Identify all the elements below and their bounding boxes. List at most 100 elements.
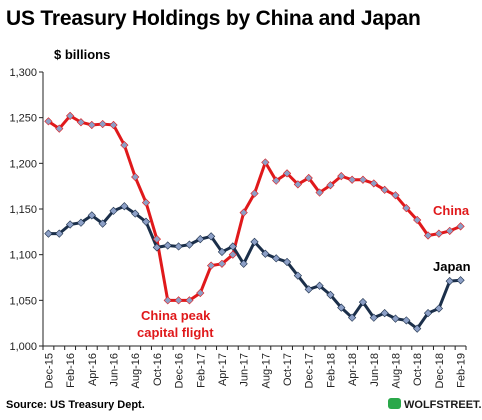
data-point-japan bbox=[326, 290, 335, 299]
watermark: WOLFSTREET.com bbox=[388, 398, 482, 411]
annotation-line-1: China peak bbox=[141, 308, 211, 323]
series-label-japan: Japan bbox=[433, 259, 471, 274]
x-tick-label: Aug-18 bbox=[391, 353, 403, 388]
data-point-japan bbox=[66, 220, 75, 229]
x-tick-label: Jun-16 bbox=[109, 353, 121, 387]
data-point-japan bbox=[293, 271, 302, 280]
data-point-japan bbox=[196, 235, 205, 244]
data-point-japan bbox=[185, 240, 194, 249]
data-point-china bbox=[423, 231, 433, 240]
x-tick-label: Feb-18 bbox=[325, 353, 337, 388]
y-tick-label: 1,100 bbox=[9, 250, 37, 262]
x-tick-label: Jun-18 bbox=[369, 353, 381, 387]
series-label-china: China bbox=[433, 203, 470, 218]
data-point-japan bbox=[445, 277, 454, 286]
data-point-japan bbox=[456, 276, 465, 285]
data-point-china bbox=[272, 176, 281, 185]
data-point-china bbox=[358, 175, 368, 184]
x-tick-label: Feb-17 bbox=[195, 353, 207, 388]
x-tick-label: Dec-17 bbox=[304, 353, 316, 388]
data-point-china bbox=[109, 120, 118, 130]
x-tick-label: Aug-16 bbox=[130, 353, 142, 388]
data-point-china bbox=[141, 198, 151, 207]
series-lines bbox=[46, 114, 463, 331]
data-point-japan bbox=[152, 243, 161, 252]
data-point-japan bbox=[282, 257, 292, 267]
data-point-japan bbox=[402, 316, 411, 325]
chart-title: US Treasury Holdings by China and Japan bbox=[6, 7, 421, 30]
data-point-china bbox=[445, 226, 454, 236]
x-tick-label: Dec-15 bbox=[43, 353, 55, 388]
data-point-japan bbox=[55, 229, 64, 238]
y-tick-label: 1,000 bbox=[9, 341, 37, 353]
data-point-japan bbox=[120, 202, 129, 211]
source-note: Source: US Treasury Dept. bbox=[6, 399, 145, 411]
x-tick-label: Feb-16 bbox=[65, 353, 77, 388]
data-point-china bbox=[337, 172, 346, 181]
data-point-china bbox=[185, 296, 194, 305]
data-point-japan bbox=[239, 259, 248, 268]
data-point-japan bbox=[358, 298, 368, 307]
data-point-china bbox=[87, 120, 96, 130]
x-tick-label: Aug-17 bbox=[260, 353, 272, 388]
watermark-text: WOLFSTREET.com bbox=[404, 399, 482, 411]
series-line-china bbox=[46, 114, 463, 302]
y-tick-label: 1,200 bbox=[9, 158, 37, 170]
data-point-japan bbox=[87, 211, 96, 220]
data-point-japan bbox=[348, 313, 357, 322]
wechat-logo-icon bbox=[388, 398, 401, 409]
data-point-japan bbox=[380, 309, 389, 318]
data-point-china bbox=[76, 118, 86, 127]
data-point-china bbox=[250, 189, 259, 198]
y-tick-label: 1,300 bbox=[9, 67, 37, 79]
data-point-japan bbox=[217, 247, 227, 257]
y-axis-unit-label: $ billions bbox=[54, 47, 111, 62]
data-point-china bbox=[293, 180, 302, 189]
data-point-china bbox=[174, 296, 183, 305]
data-point-china bbox=[315, 188, 324, 197]
data-point-china bbox=[228, 250, 237, 259]
data-point-japan bbox=[304, 285, 313, 294]
data-point-china bbox=[402, 203, 411, 213]
chart-labels: China Japan China peak capital flight bbox=[137, 203, 471, 340]
data-point-china bbox=[434, 229, 443, 238]
data-point-japan bbox=[391, 314, 400, 323]
data-point-china bbox=[55, 124, 64, 133]
data-point-china bbox=[207, 261, 216, 270]
x-tick-label: Oct-17 bbox=[282, 353, 294, 386]
data-point-japan bbox=[413, 324, 422, 333]
series-line-japan bbox=[46, 204, 463, 331]
data-point-china bbox=[131, 172, 140, 182]
data-point-china bbox=[66, 111, 75, 120]
x-tick-label: Oct-16 bbox=[152, 353, 164, 386]
annotation-line-2: capital flight bbox=[137, 325, 214, 340]
data-point-japan bbox=[369, 313, 378, 322]
data-point-japan bbox=[207, 232, 216, 241]
data-point-china bbox=[120, 140, 129, 150]
data-point-japan bbox=[250, 237, 259, 246]
data-point-china bbox=[217, 259, 227, 268]
data-point-japan bbox=[44, 229, 53, 238]
x-tick-label: Apr-18 bbox=[347, 353, 359, 386]
x-tick-label: Apr-16 bbox=[87, 353, 99, 386]
data-point-japan bbox=[228, 242, 237, 251]
series-markers bbox=[44, 111, 465, 333]
data-point-japan bbox=[141, 217, 151, 226]
data-point-china bbox=[282, 169, 292, 178]
data-point-china bbox=[152, 235, 161, 244]
data-point-china bbox=[391, 191, 400, 200]
data-point-china bbox=[380, 185, 389, 194]
data-point-japan bbox=[109, 206, 118, 215]
x-tick-label: Feb-19 bbox=[456, 353, 468, 388]
x-tick-label: Dec-16 bbox=[174, 353, 186, 388]
data-point-china bbox=[348, 175, 357, 184]
x-tick-label: Dec-18 bbox=[434, 353, 446, 388]
x-tick-label: Oct-18 bbox=[412, 353, 424, 386]
data-point-japan bbox=[174, 242, 183, 251]
data-point-japan bbox=[98, 219, 107, 228]
data-point-china bbox=[163, 296, 172, 305]
data-point-china bbox=[413, 215, 422, 225]
data-point-japan bbox=[76, 218, 86, 227]
data-point-japan bbox=[434, 304, 443, 313]
data-point-china bbox=[326, 181, 335, 190]
